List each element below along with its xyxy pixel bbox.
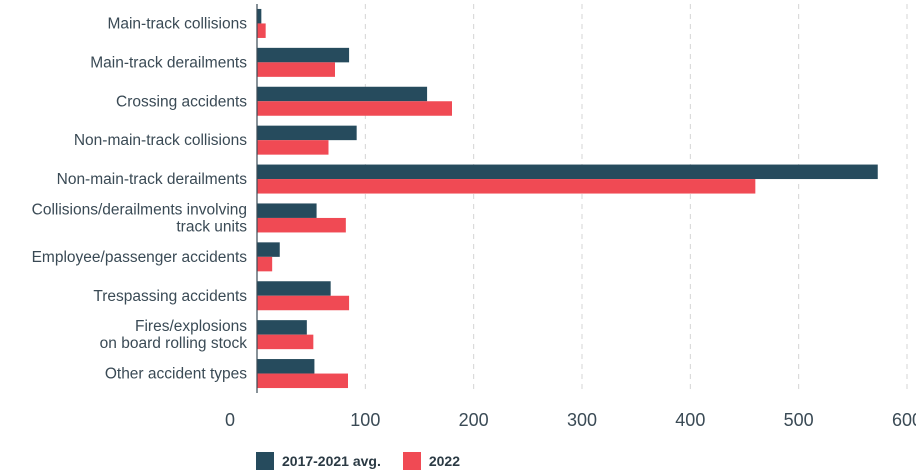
category-label-line: Non-main-track collisions	[74, 132, 247, 149]
bar	[257, 179, 756, 194]
bar	[257, 359, 315, 374]
category-label-line: Non-main-track derailments	[57, 171, 248, 188]
bar	[257, 217, 346, 233]
gridlines	[364, 4, 908, 393]
bar	[257, 164, 878, 180]
category-label-line: Employee/passenger accidents	[32, 249, 248, 266]
bar	[257, 86, 428, 102]
bar	[257, 47, 350, 63]
bar	[257, 334, 314, 350]
bar	[257, 373, 348, 389]
category-label-line: track units	[176, 218, 247, 235]
category-label-line: Other accident types	[105, 366, 247, 383]
x-tick-label: 0	[225, 410, 235, 430]
category-label: Employee/passenger accidents	[32, 249, 248, 266]
bar	[257, 23, 266, 38]
bar	[257, 101, 452, 116]
category-label: Main-track collisions	[107, 15, 247, 32]
bar	[257, 256, 273, 272]
legend-swatch-avg	[256, 452, 274, 470]
category-label: Non-main-track collisions	[74, 132, 247, 149]
category-labels: Main-track collisions Main-track derailme…	[32, 15, 248, 382]
bar	[257, 140, 329, 155]
x-tick-label: 100	[350, 410, 380, 430]
bars	[257, 8, 878, 389]
legend-item-2022: 2022	[402, 452, 461, 470]
legend-label-avg: 2017-2021 avg.	[282, 453, 381, 469]
bar	[257, 125, 357, 141]
x-tick-labels: 0 100 200 300 400 500 600	[225, 410, 916, 430]
category-label: Collisions/derailments involving track un…	[32, 201, 248, 235]
category-label: Trespassing accidents	[93, 288, 247, 305]
legend-item-avg: 2017-2021 avg.	[256, 452, 381, 470]
bar	[257, 62, 335, 77]
category-label-line: Main-track derailments	[90, 54, 247, 71]
category-label: Non-main-track derailments	[57, 171, 248, 188]
category-label-line: Main-track collisions	[107, 15, 247, 32]
x-tick-label: 600	[892, 410, 916, 430]
bar	[257, 8, 262, 24]
category-label: Crossing accidents	[116, 93, 247, 110]
bar	[257, 203, 317, 218]
category-label-line: Trespassing accidents	[93, 288, 247, 305]
category-label: Other accident types	[105, 366, 247, 383]
category-label-line: Crossing accidents	[116, 93, 247, 110]
bar	[257, 320, 307, 335]
bar	[257, 242, 280, 257]
category-label-line: Fires/explosions	[135, 318, 247, 335]
x-tick-label: 500	[784, 410, 814, 430]
x-tick-label: 400	[675, 410, 705, 430]
category-label: Main-track derailments	[90, 54, 247, 71]
legend: 2017-2021 avg. 2022	[256, 452, 482, 470]
x-tick-label: 300	[567, 410, 597, 430]
bar	[257, 295, 350, 311]
bar	[257, 281, 331, 296]
legend-swatch-2022	[402, 452, 421, 470]
category-label: Fires/explosions on board rolling stock	[100, 318, 248, 352]
legend-label-2022: 2022	[428, 453, 461, 469]
category-label-line: Collisions/derailments involving	[32, 201, 247, 218]
x-tick-label: 200	[459, 410, 489, 430]
category-label-line: on board rolling stock	[100, 335, 248, 352]
